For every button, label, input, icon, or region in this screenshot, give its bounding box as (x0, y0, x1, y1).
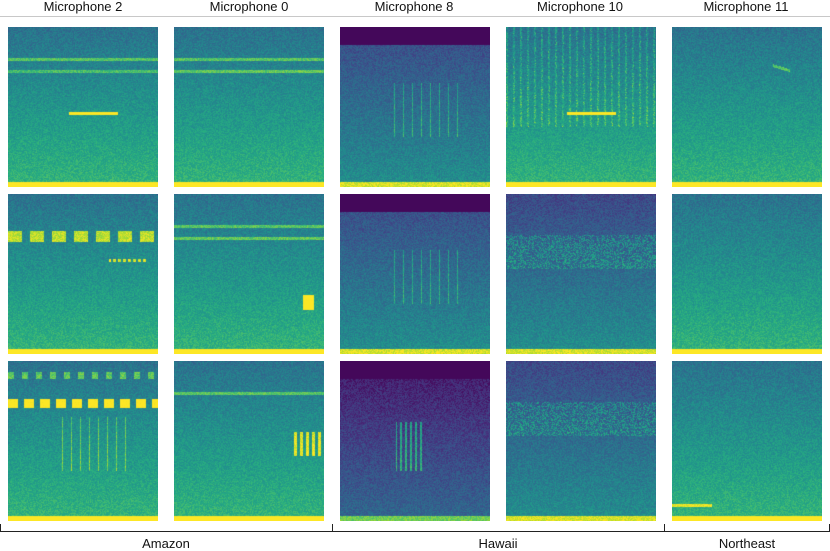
column-title: Microphone 0 (209, 0, 289, 14)
column-title: Microphone 8 (374, 0, 454, 14)
spectrogram-image (174, 361, 324, 521)
group-label: Northeast (718, 536, 776, 551)
spectrogram-image (506, 194, 656, 354)
spectrogram-image (174, 27, 324, 187)
column-title: Microphone 11 (703, 0, 789, 14)
spectrogram-image (506, 361, 656, 521)
spectrogram-image (8, 27, 158, 187)
group-axis-line (0, 531, 830, 532)
group-label: Hawaii (478, 536, 518, 551)
column-title: Microphone 10 (537, 0, 623, 14)
group-divider-tick (0, 524, 1, 532)
spectrogram-image (8, 194, 158, 354)
spectrogram-image (672, 361, 822, 521)
spectrogram-image (8, 361, 158, 521)
spectrogram-image (340, 361, 490, 521)
spectrogram-image (506, 27, 656, 187)
group-divider-tick (664, 524, 665, 532)
spectrogram-image (672, 27, 822, 187)
header-divider (0, 16, 830, 17)
spectrogram-image (174, 194, 324, 354)
column-title: Microphone 2 (43, 0, 123, 14)
group-divider-tick (332, 524, 333, 532)
group-label: Amazon (142, 536, 190, 551)
spectrogram-image (340, 194, 490, 354)
spectrogram-image (672, 194, 822, 354)
spectrogram-image (340, 27, 490, 187)
